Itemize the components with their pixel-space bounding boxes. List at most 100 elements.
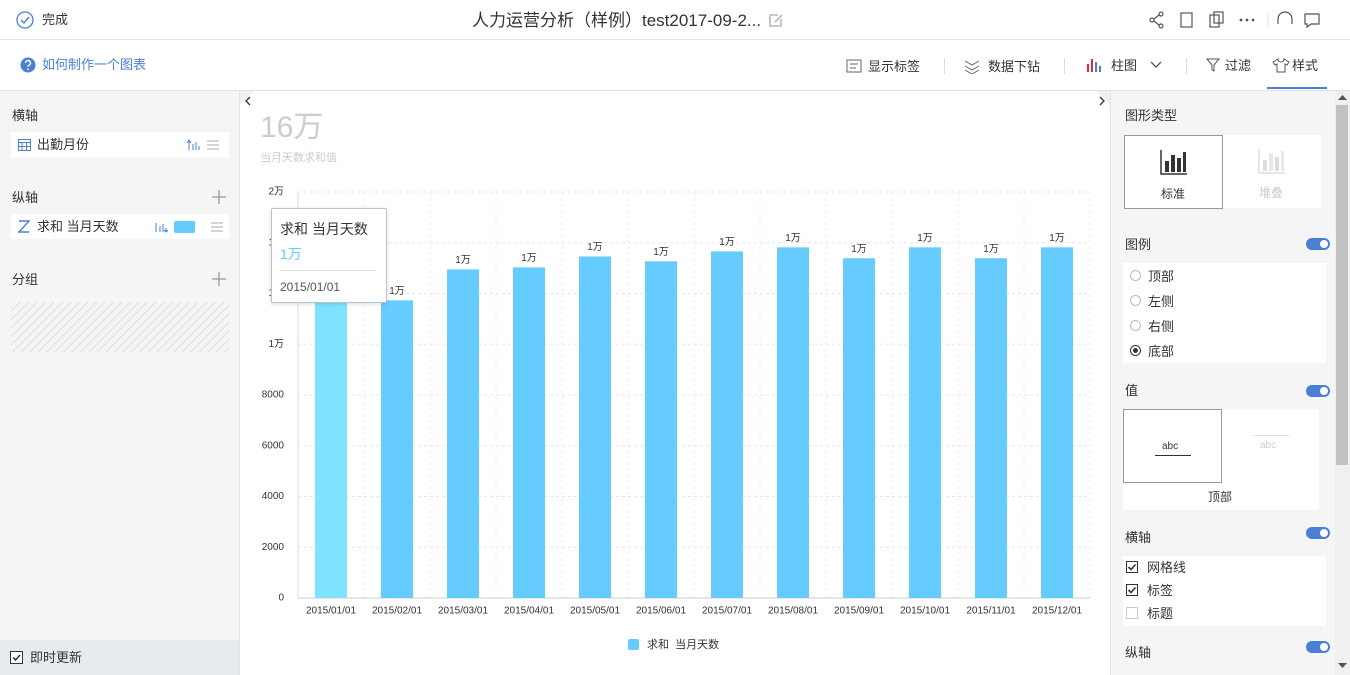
x-tick-label: 2015/10/01 [900,606,950,617]
group-title: 分组 [12,272,39,287]
x-tick-label: 2015/11/01 [966,606,1016,617]
dropdown-arrow [1150,61,1162,68]
radio-label: 右侧 [1148,319,1175,334]
field-actions [155,221,223,233]
scrollbar-thumb[interactable] [1336,105,1348,465]
x-axis-title: 横轴 [12,108,39,123]
value-label: 1万 [389,286,405,297]
value-position[interactable]: abc [1222,409,1319,481]
x-tick-label: 2015/08/01 [768,606,818,617]
bar [843,258,875,598]
date-icon [18,139,31,151]
tooltip: 求和 当月天数 1万 2015/01/01 [271,208,387,303]
x-field-label: 出勤月份 [37,137,90,152]
section-title: 纵轴 [1125,645,1152,660]
x-tick-label: 2015/05/01 [570,606,620,617]
radio[interactable] [1130,345,1141,356]
done-button[interactable]: 完成 [42,12,69,27]
value-toggle[interactable] [1306,385,1330,397]
show-labels-button[interactable]: 显示标签 [868,59,921,74]
value-position-selected[interactable]: abc [1123,409,1222,483]
bar [447,269,479,598]
checkbox[interactable] [1126,561,1138,573]
y-tick-label: 4000 [262,491,285,502]
checkbox[interactable] [1126,607,1138,619]
y-tick-label: 6000 [262,440,285,451]
add-icon[interactable] [212,272,226,286]
scroll-up[interactable] [1338,94,1347,100]
chart-type-dropdown[interactable]: 柱图 [1111,58,1138,73]
chart-summary: 16万 [260,111,323,144]
type-option[interactable]: 堆叠 [1223,135,1321,208]
help-icon [20,57,36,73]
checkbox[interactable] [10,651,23,664]
radio[interactable] [1130,295,1141,306]
style-icon [1272,58,1290,73]
radio-dot [1133,348,1138,353]
bar-icon [1087,59,1101,72]
scroll-down[interactable] [1338,663,1347,669]
check [1127,586,1137,594]
checkbox-label: 标签 [1147,583,1174,598]
y-tick-label: 8000 [262,390,285,401]
drilldown-button[interactable]: 数据下钻 [988,59,1041,74]
radio-label: 底部 [1148,344,1175,359]
bar [645,261,677,598]
filter-button[interactable]: 过滤 [1225,58,1252,73]
value-label: 1万 [521,253,537,264]
stacked-icon [1258,149,1285,174]
value-label: 1万 [455,255,471,266]
y-axis-title: 纵轴 [12,190,39,205]
y-tick-label: 2000 [262,542,285,553]
help-link[interactable]: 如何制作一个图表 [42,57,147,72]
radio[interactable] [1130,270,1141,281]
checkbox[interactable] [1126,584,1138,596]
legend-label: 求和 当月天数 [647,637,719,651]
legend-toggle[interactable] [1306,238,1330,250]
top-icons [1149,11,1320,29]
bar [975,258,1007,598]
standard-icon [1160,150,1187,175]
y-tick-label: 2万 [268,187,284,198]
active-tab-underline [1267,87,1327,89]
radio[interactable] [1130,320,1141,331]
divider [1186,58,1187,74]
type-option-selected[interactable]: 标准 [1124,135,1223,209]
add-icon[interactable] [212,190,226,204]
report-title: 人力运营分析（样例）test2017-09-2... [472,11,762,30]
group-drop-zone[interactable] [11,302,229,352]
y-axis-toggle[interactable] [1306,641,1330,653]
value-sample: abc [1162,441,1179,452]
checkbox-label: 网格线 [1147,560,1187,575]
radio-label: 左侧 [1148,294,1175,309]
x-axis-toggle[interactable] [1306,527,1330,539]
x-tick-label: 2015/04/01 [504,606,554,617]
sample-line [1155,455,1191,456]
check [1127,563,1137,571]
value-position-label: 顶部 [1208,490,1233,504]
drill-icon [964,60,980,74]
y-field[interactable]: 求和 当月天数 [11,214,229,239]
auto-update-bar: 即时更新 [0,640,239,675]
edit-icon[interactable] [768,12,784,28]
x-field[interactable]: 出勤月份 [11,132,229,157]
value-label: 1万 [719,237,735,248]
style-tab[interactable]: 样式 [1292,58,1319,73]
x-tick-label: 2015/01/01 [306,606,356,617]
section-title: 图例 [1125,237,1152,252]
legend-swatch [628,639,639,650]
left-panel: 横轴 出勤月份 纵轴 求和 当月天数 分组 即时更新 [0,91,240,675]
toolbar: 如何制作一个图表 显示标签 数据下钻 柱图 过滤 样式 [0,40,1350,91]
x-axis-options: 网格线 标签 标题 [1123,556,1326,626]
value-options: abc abc 顶部 [1123,409,1319,510]
field-actions [187,139,219,150]
sum-icon [18,220,30,233]
value-label: 1万 [851,244,867,255]
auto-update-label: 即时更新 [30,650,83,665]
bar [381,300,413,598]
x-tick-label: 2015/07/01 [702,606,752,617]
legend-options: 顶部 左侧 右侧 底部 [1123,263,1326,363]
tooltip-value: 1万 [280,246,302,262]
right-panel: 图形类型 标准 堆叠 图例 顶部 左侧 右侧 底部 值 abc abc 顶部 横轴 网… [1110,91,1336,675]
